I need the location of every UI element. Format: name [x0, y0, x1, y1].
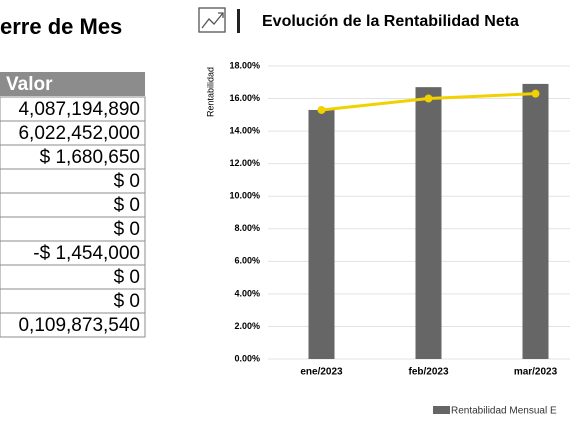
table-value: $ 1,680,650: [40, 147, 140, 168]
table-value: -$ 1,454,000: [33, 243, 140, 264]
table-cell: [0, 312, 146, 338]
table-value: 6,022,452,000: [18, 123, 140, 144]
table-cell: [0, 144, 146, 170]
table-value: 4,087,194,890: [18, 99, 140, 120]
x-tick-label: mar/2023: [514, 367, 558, 378]
table-header-bg: [0, 72, 145, 96]
table-value: $ 0: [114, 219, 140, 240]
separator: [237, 9, 240, 33]
section-title: erre de Mes: [0, 14, 122, 39]
y-tick-label: 10.00%: [229, 191, 260, 201]
table-body: 4,087,194,890 6,022,452,000 $ 1,680,650 $ 0…: [0, 96, 146, 338]
line-marker: [531, 89, 540, 98]
y-tick-label: 16.00%: [229, 93, 260, 103]
table-cell: [0, 240, 146, 266]
table-header: Valor: [6, 74, 53, 95]
line-marker: [424, 94, 433, 103]
legend-swatch: [433, 406, 450, 414]
chart-icon: [198, 7, 226, 33]
table-cell: [0, 120, 146, 146]
y-tick-label: 12.00%: [229, 158, 260, 168]
y-axis-label: Rentabilidad: [205, 67, 215, 117]
table-value: $ 0: [114, 171, 140, 192]
y-tick-label: 8.00%: [234, 223, 260, 233]
table-value: $ 0: [114, 195, 140, 216]
y-tick-label: 2.00%: [234, 321, 260, 331]
bar: [522, 83, 549, 360]
y-tick-label: 4.00%: [234, 288, 260, 298]
legend-label: Rentabilidad Mensual E: [451, 406, 557, 417]
table-cell: [0, 168, 146, 194]
x-tick-label: feb/2023: [408, 367, 448, 378]
bar: [415, 87, 442, 360]
chart: 0.00% 2.00% 4.00% 6.00% 8.00% 10.00% 12.00% 14.…: [229, 60, 570, 378]
table-cell: [0, 216, 146, 242]
y-tick-label: 18.00%: [229, 60, 260, 70]
table-value: $ 0: [114, 267, 140, 288]
table-cell: [0, 96, 146, 122]
y-tick-label: 6.00%: [234, 256, 260, 266]
table-value: $ 0: [114, 291, 140, 312]
chart-title: Evolución de la Rentabilidad Neta: [262, 13, 519, 30]
x-tick-label: ene/2023: [300, 367, 343, 378]
y-tick-label: 0.00%: [234, 353, 260, 363]
bar: [308, 109, 335, 359]
table-value: 0,109,873,540: [18, 315, 140, 336]
y-tick-label: 14.00%: [229, 125, 260, 135]
line-marker: [317, 105, 326, 114]
